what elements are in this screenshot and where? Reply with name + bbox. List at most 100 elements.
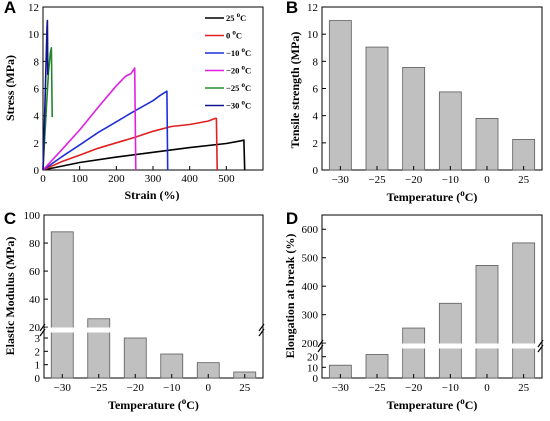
panel-d-x-axis-title-sup: o bbox=[460, 396, 465, 406]
panel-c-axis-break-mark bbox=[258, 323, 265, 332]
panel-d-axis-break-mark bbox=[317, 344, 324, 353]
panel-d-y-tick-label: 200 bbox=[302, 338, 319, 350]
panel-a-x-tick-label: 300 bbox=[145, 173, 162, 185]
panel-a-legend-sup: o bbox=[241, 64, 245, 72]
panel-b-bar bbox=[512, 139, 536, 171]
panel-c-x-axis-title: Temperature (oC) bbox=[108, 396, 199, 412]
panel-a-series-line bbox=[42, 67, 137, 171]
panel-d-y-axis-title-text: Elongation at break (%) bbox=[283, 234, 297, 359]
panel-a-y-tick-label: 8 bbox=[34, 56, 40, 68]
panel-c-y-tick-label: 20 bbox=[29, 322, 41, 334]
panel-a-series-line bbox=[42, 90, 169, 171]
panel-a-x-tick-label: 0 bbox=[40, 173, 46, 185]
panel-c-x-tick-label: −30 bbox=[54, 382, 72, 394]
panel-c-axis-break-mark bbox=[258, 328, 265, 337]
panel-b-x-axis-title-text: Temperature ( bbox=[387, 190, 461, 204]
panel-d-axis-break-gap bbox=[323, 343, 541, 349]
panel-a-legend-unit: C bbox=[240, 13, 246, 23]
panel-a-legend-label: 0 oC bbox=[226, 29, 242, 41]
panel-d-frame bbox=[321, 214, 543, 379]
panel-a-legend-name: −20 bbox=[226, 66, 241, 76]
panel-d-y-tick-label: 400 bbox=[302, 281, 319, 293]
panel-d-axis-break-mark bbox=[317, 339, 324, 348]
panel-a-legend-sup: o bbox=[237, 11, 241, 19]
panel-a-legend-label: −30 oC bbox=[226, 99, 251, 111]
panel-c-y-axis-title-text: Elastic Modulus (MPa) bbox=[3, 237, 17, 356]
panel-c-x-tick-label: 0 bbox=[206, 382, 212, 394]
panel-a-y-tick-label: 4 bbox=[34, 111, 40, 123]
panel-a-legend-name: −10 bbox=[226, 48, 241, 58]
panel-d-letter: D bbox=[286, 209, 298, 228]
panel-c-x-tick-label: −25 bbox=[90, 382, 108, 394]
panel-b-x-tick-label: −20 bbox=[405, 174, 423, 186]
panel-c-x-axis-title-text: Temperature ( bbox=[108, 398, 182, 412]
panel-c-x-axis-title-end: C) bbox=[186, 398, 199, 412]
panel-b-y-tick-label: 2 bbox=[313, 138, 319, 150]
panel-b-bar bbox=[365, 46, 389, 171]
panel-c-axis-break-mark bbox=[39, 328, 46, 337]
panel-c-y-tick-label: 1 bbox=[35, 360, 41, 372]
panel-d-bar bbox=[438, 302, 462, 379]
panel-d-axis-break-mark bbox=[537, 344, 544, 353]
panel-a-legend-label: −25 oC bbox=[226, 81, 251, 93]
panel-a-y-tick-label: 12 bbox=[28, 2, 39, 14]
panel-a-series-line bbox=[42, 19, 49, 171]
panel-a-legend-label: −20 oC bbox=[226, 64, 251, 76]
panel-a-legend-unit: C bbox=[245, 66, 251, 76]
panel-b-y-axis-title: Tensile strength (MPa) bbox=[288, 32, 302, 149]
panel-d-x-tick-label: 25 bbox=[518, 382, 530, 394]
panel-d-y-tick-label: 300 bbox=[302, 310, 319, 322]
panel-b-frame bbox=[321, 6, 543, 171]
panel-d-y-tick-label: 20 bbox=[307, 352, 319, 364]
panel-a-x-tick-label: 100 bbox=[71, 173, 88, 185]
panel-b-x-tick-label: 25 bbox=[518, 174, 530, 186]
panel-d-x-axis-title-end: C) bbox=[465, 398, 478, 412]
panel-b-bar bbox=[402, 67, 426, 171]
panel-a-legend-sup: o bbox=[232, 29, 236, 37]
panel-c-x-tick-label: −20 bbox=[127, 382, 145, 394]
panel-c-x-axis-title-sup: o bbox=[182, 396, 187, 406]
panel-b-x-axis-title-sup: o bbox=[460, 188, 465, 198]
panel-a-series-line bbox=[42, 139, 246, 171]
panel-a-series-line bbox=[42, 117, 218, 171]
panel-b-x-axis-title-end: C) bbox=[465, 190, 478, 204]
panel-d-y-tick-label: 10 bbox=[307, 362, 319, 374]
panel-c-axis-break-gap bbox=[45, 327, 262, 333]
panel-a-x-tick-label: 200 bbox=[108, 173, 125, 185]
panel-b-letter: B bbox=[286, 0, 298, 17]
panel-b-x-tick-label: 0 bbox=[484, 174, 490, 186]
panel-c-y-tick-label: 100 bbox=[24, 210, 41, 222]
panel-d-x-tick-label: −25 bbox=[368, 382, 386, 394]
panel-c-bar bbox=[50, 231, 74, 379]
panel-b-y-tick-label: 0 bbox=[313, 165, 319, 177]
panel-c-y-tick-label: 0 bbox=[35, 373, 41, 385]
panel-a-legend-label: −10 oC bbox=[226, 46, 251, 58]
panel-c-x-tick-label: −10 bbox=[163, 382, 181, 394]
panel-a-x-tick-label: 400 bbox=[181, 173, 198, 185]
panel-a-legend-label: 25 oC bbox=[226, 11, 246, 23]
panel-a-y-tick-label: 10 bbox=[28, 29, 40, 41]
panel-d-x-tick-label: 0 bbox=[484, 382, 490, 394]
panel-a-legend-unit: C bbox=[245, 101, 251, 111]
panel-b-bar bbox=[475, 117, 499, 171]
panel-c-y-tick-label: 40 bbox=[29, 294, 41, 306]
panel-c-y-tick-label: 60 bbox=[29, 266, 41, 278]
panel-b-bar bbox=[328, 20, 352, 171]
panel-c-x-tick-label: 25 bbox=[239, 382, 251, 394]
panel-d-x-tick-label: −10 bbox=[442, 382, 460, 394]
panel-c-letter: C bbox=[4, 209, 16, 228]
panel-d-x-axis-title: Temperature (oC) bbox=[387, 396, 478, 412]
panel-c-y-tick-label: 2 bbox=[35, 346, 41, 358]
panel-d-x-tick-label: −20 bbox=[405, 382, 423, 394]
panel-a-legend-unit: C bbox=[245, 83, 251, 93]
panel-a-legend-name: −30 bbox=[226, 101, 241, 111]
panel-a-legend-sup: o bbox=[241, 99, 245, 107]
panel-d-x-axis-title-text: Temperature ( bbox=[387, 398, 461, 412]
panel-a-letter: A bbox=[4, 0, 16, 17]
panel-b-bar bbox=[438, 91, 462, 171]
panel-c-y-tick-label: 80 bbox=[29, 238, 41, 250]
panel-d-bar bbox=[512, 242, 536, 379]
panel-d-axis-break-mark bbox=[537, 339, 544, 348]
panel-a-legend-unit: C bbox=[245, 48, 251, 58]
panel-c-bar bbox=[123, 337, 147, 379]
